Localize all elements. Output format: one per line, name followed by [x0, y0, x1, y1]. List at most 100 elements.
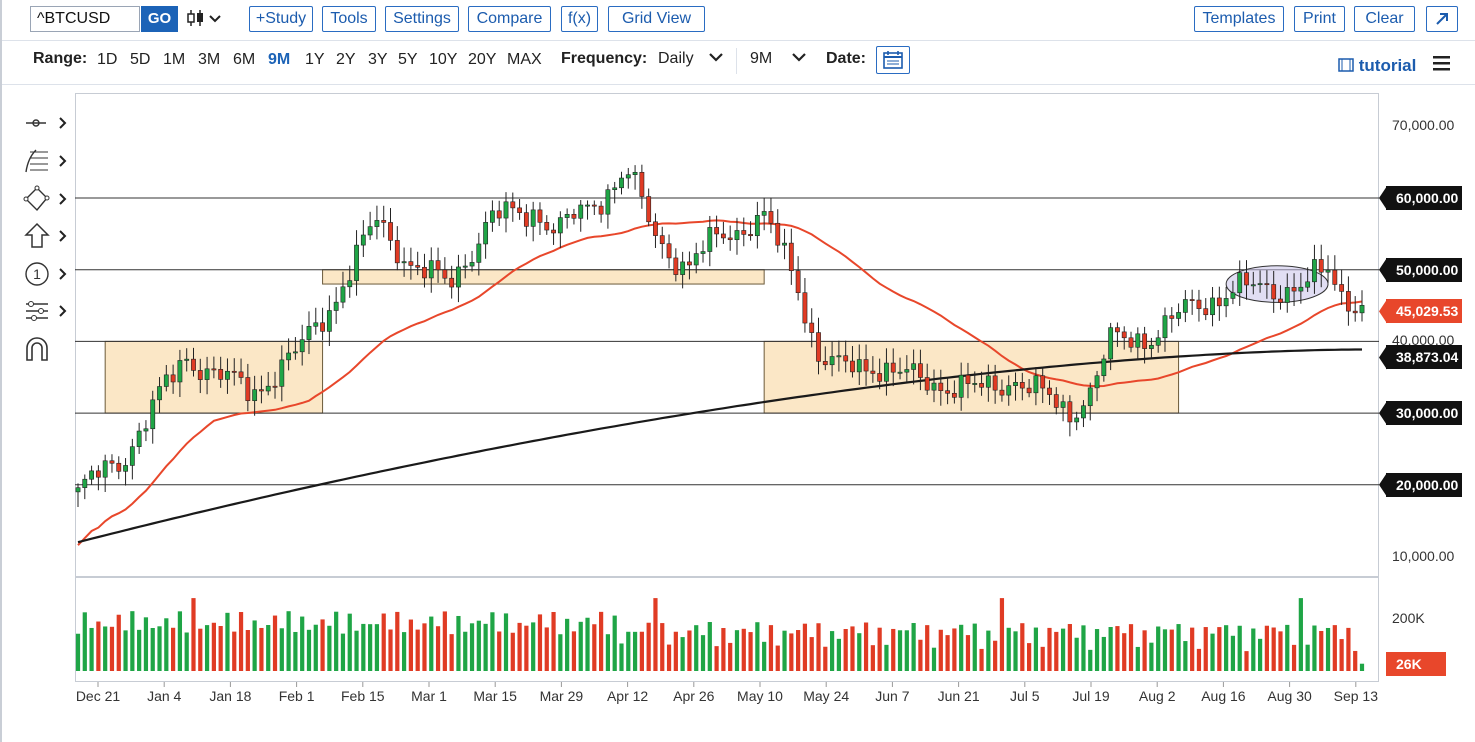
candle	[476, 243, 482, 263]
candle	[918, 363, 923, 378]
ma-fast-line	[77, 219, 1363, 546]
volume-bar	[82, 612, 87, 671]
candle	[809, 322, 815, 333]
volume-bar	[75, 633, 81, 671]
volume-bar	[660, 623, 665, 671]
templates-button[interactable]: Templates	[1194, 6, 1284, 32]
frequency-label: Frequency:	[561, 50, 648, 67]
fx-button[interactable]: f(x)	[561, 6, 598, 32]
settings-button[interactable]: Settings	[385, 6, 459, 32]
volume-bar	[510, 632, 515, 671]
candle	[1284, 287, 1290, 303]
volume-bar	[1027, 643, 1032, 671]
range-10y[interactable]: 10Y	[429, 51, 458, 68]
frequency-dropdown[interactable]: Daily	[658, 50, 724, 68]
volume-bar	[313, 624, 318, 671]
candle	[259, 389, 264, 392]
range-9m[interactable]: 9M	[268, 51, 291, 68]
support-zone	[322, 269, 765, 285]
volume-bar	[897, 630, 903, 671]
tutorial-link[interactable]: tutorial	[1338, 56, 1416, 76]
range-3m[interactable]: 3M	[198, 51, 221, 68]
frequency-value: Daily	[658, 50, 694, 67]
study-button[interactable]: +Study	[249, 6, 313, 32]
candle	[564, 214, 570, 218]
print-button[interactable]: Print	[1294, 6, 1345, 32]
volume-panel[interactable]	[75, 577, 1379, 682]
candle	[1053, 394, 1059, 408]
clear-button[interactable]: Clear	[1354, 6, 1415, 32]
candle	[82, 478, 88, 488]
candle	[924, 377, 930, 391]
measure-tool-icon	[26, 301, 67, 321]
candle	[204, 368, 210, 380]
chart-type-dropdown[interactable]	[186, 8, 226, 33]
candle	[1346, 291, 1351, 312]
range-5y[interactable]: 5Y	[398, 51, 418, 68]
volume-bar	[571, 631, 577, 671]
volume-bar	[714, 646, 719, 671]
toolbar-divider	[0, 40, 1475, 41]
numbered-marker-button[interactable]: 1	[22, 259, 72, 289]
range-2y[interactable]: 2Y	[336, 51, 356, 68]
volume-bar	[531, 622, 536, 671]
tools-button[interactable]: Tools	[322, 6, 376, 32]
range-20y[interactable]: 20Y	[468, 51, 497, 68]
volume-bar	[605, 634, 611, 671]
candle	[272, 385, 278, 388]
price-tag-pointer	[1379, 345, 1387, 370]
candle	[1067, 401, 1073, 423]
candle	[1312, 259, 1317, 283]
expand-button[interactable]	[1426, 6, 1458, 32]
candle	[422, 266, 427, 279]
volume-bar	[925, 625, 930, 671]
arrow-tool-button[interactable]	[22, 221, 72, 251]
go-button[interactable]: GO	[141, 6, 178, 32]
price-panel[interactable]	[75, 93, 1379, 577]
volume-bar	[1081, 625, 1086, 671]
menu-button[interactable]	[1432, 54, 1452, 78]
symbol-input[interactable]: ^BTCUSD	[30, 6, 140, 32]
volume-bar	[979, 648, 984, 671]
volume-bar	[211, 622, 216, 671]
candle	[1169, 315, 1175, 319]
candle	[1332, 269, 1338, 285]
candle	[795, 270, 801, 294]
volume-bar	[225, 612, 230, 671]
date-tick-label: Feb 1	[278, 688, 315, 704]
volume-bar	[286, 611, 291, 671]
fibonacci-tool-button[interactable]	[22, 146, 72, 176]
candle	[238, 371, 244, 378]
range-1y[interactable]: 1Y	[305, 51, 325, 68]
date-label: Date:	[826, 50, 867, 67]
range-1d[interactable]: 1D	[97, 51, 118, 68]
candle	[1019, 382, 1025, 389]
volume-bar	[666, 644, 672, 671]
volume-bar	[1251, 628, 1256, 671]
grid-view-button[interactable]: Grid View	[608, 6, 705, 32]
measure-tool-button[interactable]	[22, 296, 72, 326]
support-zone	[763, 340, 1180, 414]
range-3y[interactable]: 3Y	[368, 51, 388, 68]
candle	[1047, 387, 1052, 395]
line-tool-button[interactable]	[22, 108, 72, 138]
candle	[761, 211, 767, 216]
candle	[163, 374, 169, 387]
candle	[632, 171, 638, 175]
volume-bar	[476, 620, 481, 671]
magnet-button[interactable]	[22, 334, 72, 364]
period-dropdown[interactable]: 9M	[750, 50, 807, 68]
volume-bar	[592, 624, 597, 671]
range-5d[interactable]: 5D	[130, 51, 151, 68]
compare-button[interactable]: Compare	[468, 6, 551, 32]
range-6m[interactable]: 6M	[233, 51, 256, 68]
volume-bar	[89, 627, 94, 671]
shapes-tool-button[interactable]	[22, 184, 72, 214]
candle	[517, 207, 522, 213]
date-tick-label: Jan 18	[209, 688, 252, 704]
date-picker-button[interactable]	[876, 46, 910, 74]
candle	[415, 265, 421, 268]
candle	[1006, 385, 1012, 396]
range-1m[interactable]: 1M	[163, 51, 186, 68]
range-max[interactable]: MAX	[507, 51, 542, 68]
